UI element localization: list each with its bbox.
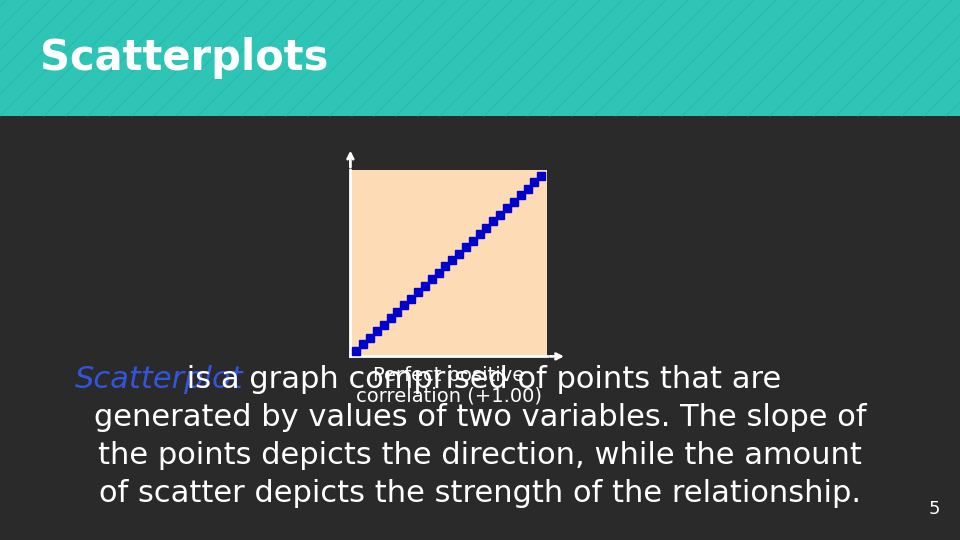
Text: 5: 5 [928,500,940,518]
Text: the points depicts the direction, while the amount: the points depicts the direction, while … [98,441,862,470]
Text: Scatterplots: Scatterplots [40,37,328,79]
Bar [0,0,960,116]
Polygon shape [132,116,243,151]
Text: generated by values of two variables. The slope of: generated by values of two variables. Th… [94,403,866,432]
Text: is a graph comprised of points that are: is a graph comprised of points that are [177,365,781,394]
Text: of scatter depicts the strength of the relationship.: of scatter depicts the strength of the r… [99,479,861,508]
Text: Perfect positive: Perfect positive [373,367,524,386]
Text: Scatterplot: Scatterplot [75,365,244,394]
Text: correlation (+1.00): correlation (+1.00) [356,387,541,406]
